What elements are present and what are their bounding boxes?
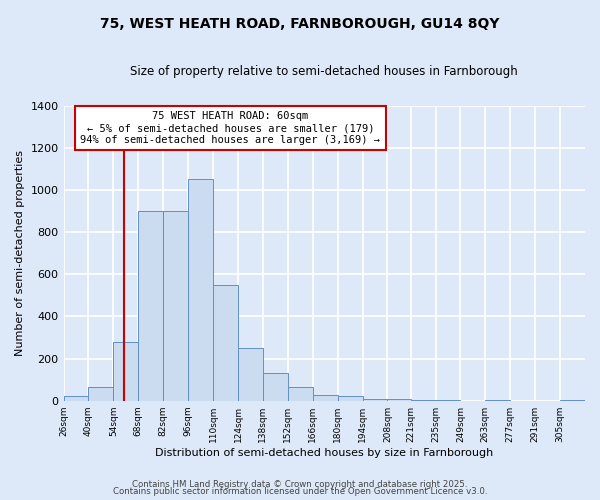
Bar xyxy=(313,396,338,400)
Text: 75 WEST HEATH ROAD: 60sqm
← 5% of semi-detached houses are smaller (179)
94% of : 75 WEST HEATH ROAD: 60sqm ← 5% of semi-d… xyxy=(80,112,380,144)
Y-axis label: Number of semi-detached properties: Number of semi-detached properties xyxy=(15,150,25,356)
Bar xyxy=(338,396,362,400)
Bar xyxy=(362,398,388,400)
Bar xyxy=(263,374,288,400)
Bar xyxy=(238,348,263,401)
Bar xyxy=(213,285,238,401)
Text: Contains HM Land Registry data © Crown copyright and database right 2025.: Contains HM Land Registry data © Crown c… xyxy=(132,480,468,489)
Bar xyxy=(288,387,313,400)
Bar xyxy=(388,398,410,400)
Bar xyxy=(88,387,113,400)
Bar xyxy=(138,211,163,400)
Bar xyxy=(163,211,188,400)
Bar xyxy=(188,180,213,400)
Bar xyxy=(113,342,138,400)
Text: 75, WEST HEATH ROAD, FARNBOROUGH, GU14 8QY: 75, WEST HEATH ROAD, FARNBOROUGH, GU14 8… xyxy=(100,18,500,32)
Text: Contains public sector information licensed under the Open Government Licence v3: Contains public sector information licen… xyxy=(113,487,487,496)
Bar xyxy=(64,396,88,400)
X-axis label: Distribution of semi-detached houses by size in Farnborough: Distribution of semi-detached houses by … xyxy=(155,448,493,458)
Title: Size of property relative to semi-detached houses in Farnborough: Size of property relative to semi-detach… xyxy=(130,65,518,78)
